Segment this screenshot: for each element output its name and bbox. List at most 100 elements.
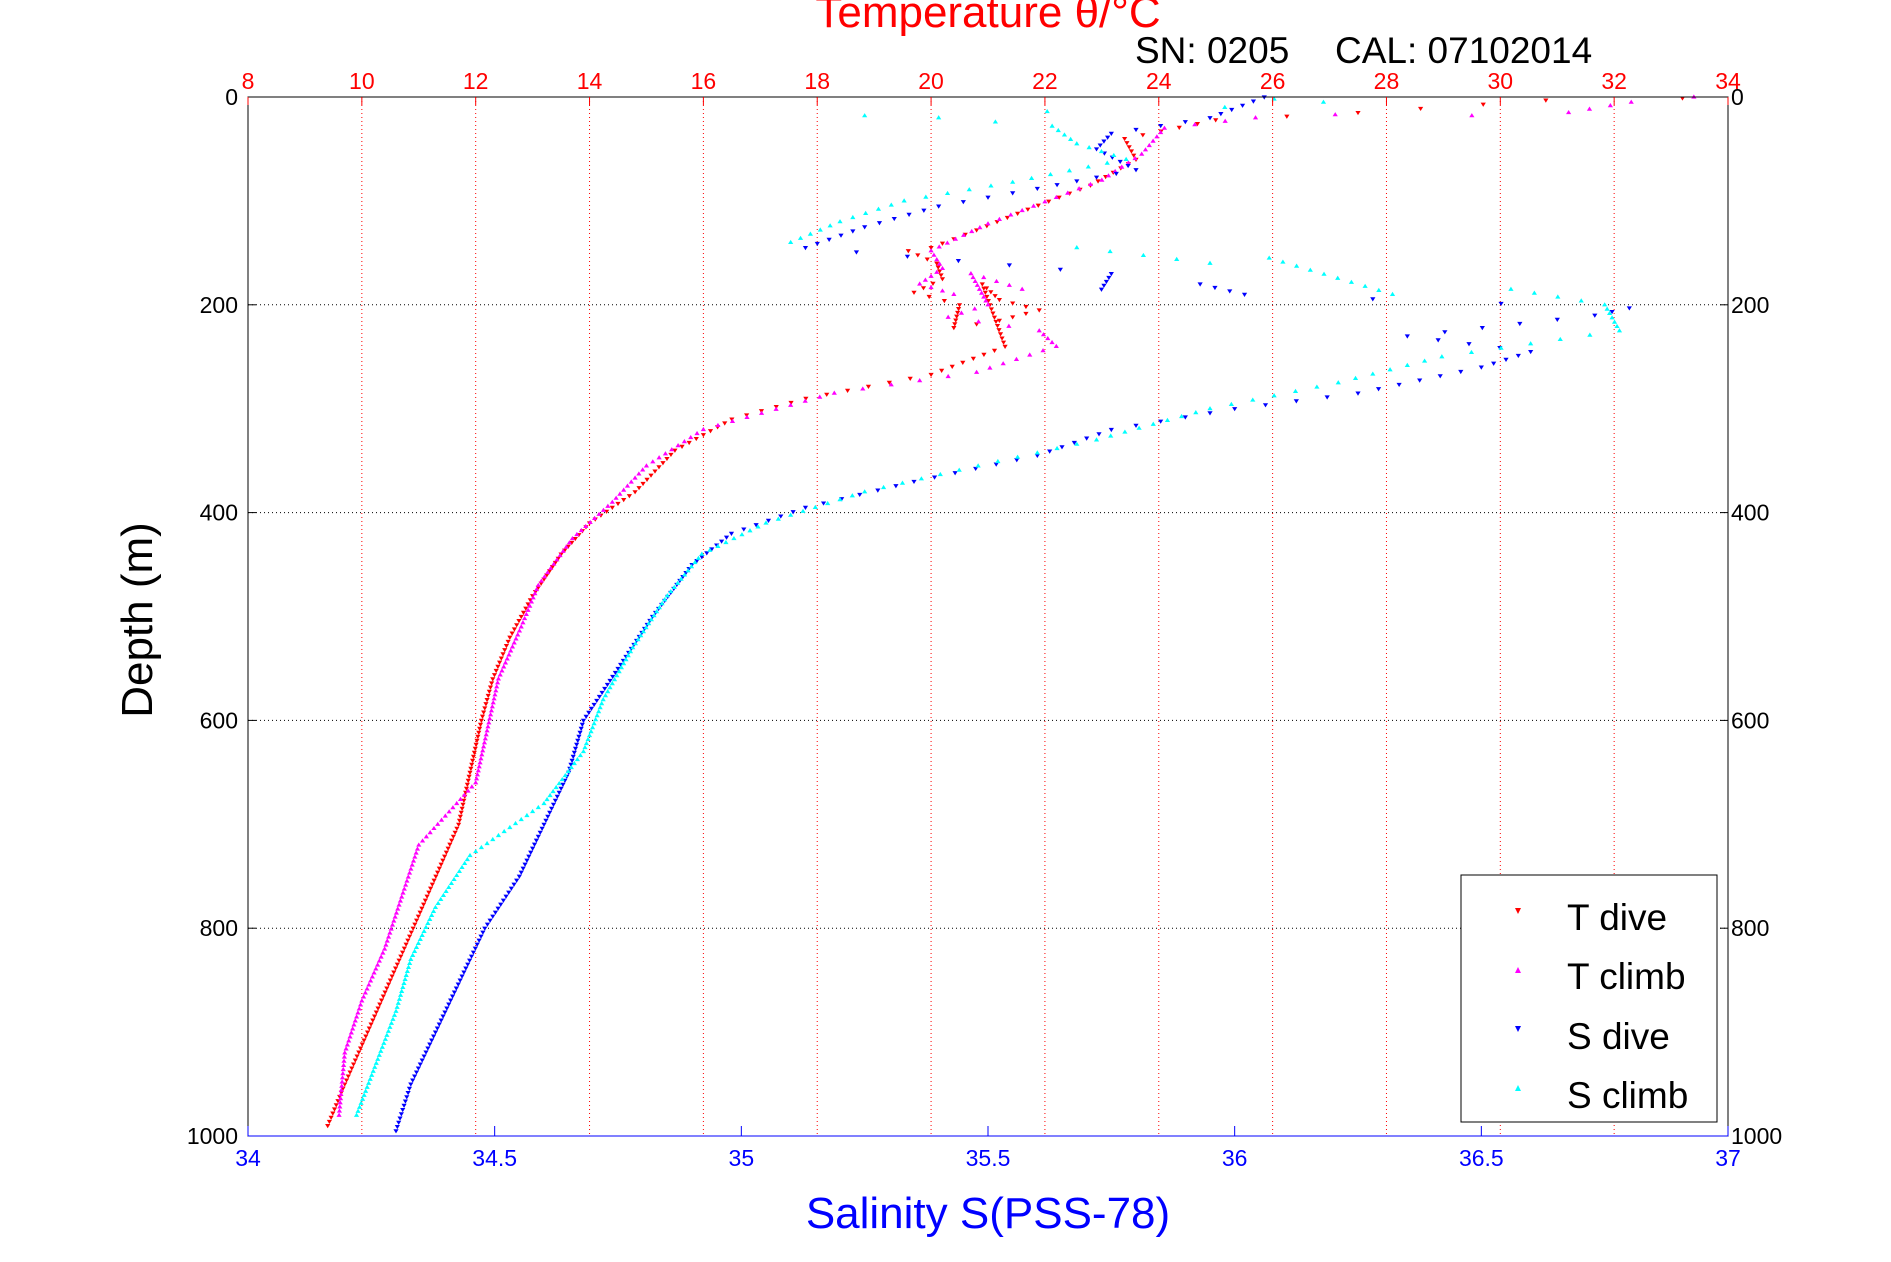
data-point-t-climb [1019,286,1025,291]
data-point-t-dive [415,914,421,919]
data-point-t-climb [527,603,533,608]
data-point-t-climb [400,890,406,895]
data-point-t-climb [934,257,940,262]
data-point-t-dive [544,573,550,578]
data-point-s-dive [850,229,856,234]
data-point-t-climb [758,410,765,415]
data-point-t-dive [450,834,456,839]
data-point-s-climb [1250,397,1256,402]
data-point-s-dive [1010,191,1016,196]
data-point-t-climb [340,1071,346,1076]
data-point-s-dive [790,510,796,515]
data-point-s-dive [487,918,493,923]
data-point-t-dive [408,930,414,935]
data-point-t-dive [991,348,998,353]
data-point-s-dive [535,834,541,839]
data-point-s-climb [1086,145,1092,150]
data-point-t-dive [955,310,961,316]
data-point-t-dive [495,664,501,669]
data-point-t-dive [497,660,503,665]
data-point-s-dive [417,1062,423,1067]
data-point-t-climb [1125,160,1132,165]
data-point-s-dive [857,492,863,498]
data-point-s-dive [1098,287,1105,292]
data-point-t-dive [1131,153,1137,158]
data-point-s-climb [800,508,806,513]
data-point-t-dive [352,1058,358,1063]
data-point-t-climb [574,531,580,537]
data-point-t-climb [487,716,493,721]
data-point-t-climb [945,314,951,319]
data-point-t-climb [530,595,536,600]
data-point-t-dive [523,606,529,611]
data-point-t-dive [426,890,432,895]
data-point-s-climb [501,828,507,834]
data-point-t-dive [679,444,685,449]
data-point-s-dive [408,1082,414,1087]
data-point-t-dive [347,1070,353,1075]
data-point-t-climb [817,394,823,399]
data-point-s-dive [574,742,580,747]
data-point-s-climb [403,972,409,977]
data-point-s-climb [662,597,668,602]
data-point-t-climb [406,870,413,875]
data-point-s-dive [1106,275,1112,281]
data-point-t-climb [478,756,484,761]
temperature-tick-label: 20 [918,68,944,94]
data-point-s-climb [390,1016,396,1021]
data-point-t-climb [339,1075,346,1080]
depth-tick-label-left: 200 [200,292,238,318]
depth-tick-label-left: 0 [225,84,238,110]
data-point-s-dive [694,559,700,564]
data-point-t-climb [554,557,560,562]
data-point-t-climb [401,886,407,891]
data-point-s-dive [588,706,595,712]
data-point-t-dive [979,282,985,287]
data-point-s-dive [1059,445,1065,450]
data-point-s-dive [498,902,504,907]
data-point-s-climb [440,892,447,898]
data-point-s-climb [1122,429,1128,434]
data-point-s-dive [741,527,747,532]
data-point-s-climb [1104,160,1110,165]
data-point-s-climb [1222,104,1228,109]
data-point-t-climb [1006,323,1012,328]
data-point-s-climb [443,888,449,894]
data-point-s-dive [410,1078,416,1083]
data-point-s-dive [599,690,605,696]
data-point-s-climb [692,559,698,565]
data-point-t-climb [596,511,602,516]
data-point-t-dive [1056,195,1062,200]
data-point-t-climb [987,365,993,370]
data-point-t-dive [1213,118,1219,123]
data-point-s-climb [1107,248,1113,254]
data-point-t-climb [382,946,388,951]
data-point-s-climb [451,876,457,882]
data-point-t-climb [522,615,528,621]
data-point-s-dive [554,794,560,799]
data-point-t-dive [907,376,913,381]
data-point-s-dive [1498,301,1504,307]
data-point-t-climb [1146,142,1152,148]
data-point-s-climb [1528,341,1534,346]
data-point-t-climb [499,668,505,673]
data-point-s-dive [1207,411,1213,416]
data-point-s-climb [621,661,627,666]
data-point-t-dive [366,1026,372,1031]
data-point-s-climb [425,920,431,926]
data-point-s-dive [1074,179,1080,184]
data-point-t-dive [1126,145,1132,150]
data-point-t-dive [326,1119,332,1125]
data-point-t-dive [996,328,1002,333]
data-point-t-climb [1607,103,1613,108]
data-point-s-climb [395,1000,401,1005]
data-point-s-dive [615,666,621,672]
data-point-s-dive [607,678,613,684]
data-point-s-climb [594,713,600,718]
data-point-s-climb [923,194,929,199]
data-point-s-climb [682,572,688,577]
data-point-t-dive [514,623,520,628]
data-point-s-climb [448,880,455,886]
data-point-t-climb [1158,129,1164,135]
data-point-t-climb [350,1026,356,1031]
